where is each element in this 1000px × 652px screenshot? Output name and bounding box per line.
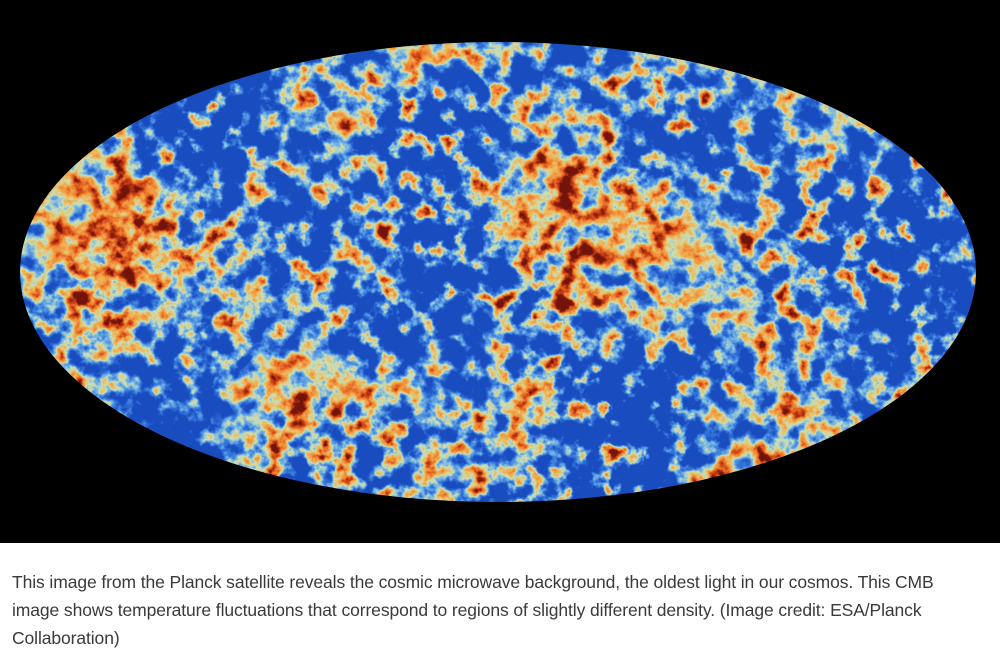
image-caption: This image from the Planck satellite rev… <box>12 571 934 648</box>
cmb-image-figure <box>0 0 1000 543</box>
cmb-sky-map <box>20 42 976 502</box>
cmb-temperature-field <box>20 42 976 502</box>
